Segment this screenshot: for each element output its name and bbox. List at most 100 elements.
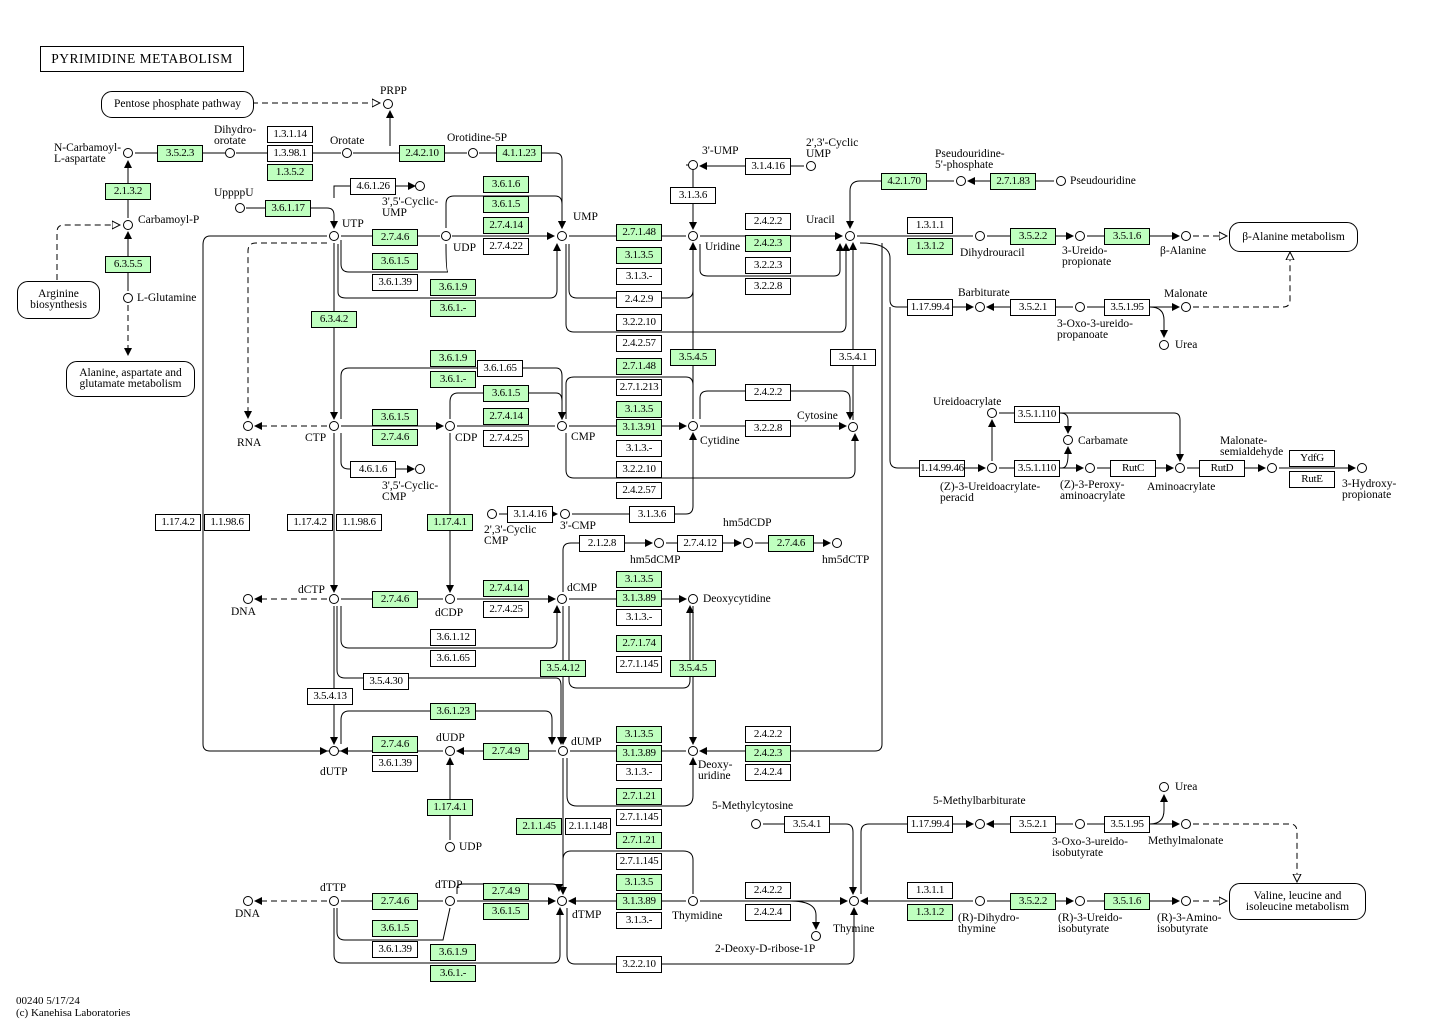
enzyme-rutc[interactable]: RutC (1110, 460, 1156, 477)
enzyme-3-6-1-6[interactable]: 3.6.1.6 (483, 176, 529, 193)
enzyme-1-14-99-46[interactable]: 1.14.99.46 (919, 460, 965, 477)
enzyme-2-1-2-8[interactable]: 2.1.2.8 (579, 535, 625, 552)
compound-dihydrouracil[interactable] (975, 231, 985, 241)
compound-3-hydroxy-propionate[interactable] (1357, 463, 1367, 473)
enzyme-3-6-1[interactable]: 3.6.1.- (430, 965, 476, 982)
compound-orotate[interactable] (342, 148, 352, 158)
compound-dump[interactable] (558, 746, 568, 756)
compound-r-3-ureido-isobutyrate[interactable] (1075, 896, 1085, 906)
compound-n-carbamoyl-l-aspartate[interactable] (123, 148, 133, 158)
enzyme-2-7-1-145[interactable]: 2.7.1.145 (616, 656, 662, 673)
compound-dttp[interactable] (329, 896, 339, 906)
enzyme-1-17-4-1[interactable]: 1.17.4.1 (427, 799, 473, 816)
enzyme-1-1-98-6[interactable]: 1.1.98.6 (204, 514, 250, 531)
enzyme-2-7-4-25[interactable]: 2.7.4.25 (483, 430, 529, 447)
enzyme-3-6-1-39[interactable]: 3.6.1.39 (372, 274, 418, 291)
compound-prpp[interactable] (383, 99, 393, 109)
compound-3-oxo-3-ureido-propanoate[interactable] (1075, 302, 1085, 312)
compound-uracil[interactable] (845, 231, 855, 241)
compound-dudp[interactable] (445, 746, 455, 756)
compound-ureidoacrylate[interactable] (987, 408, 997, 418)
enzyme-3-1-3-5[interactable]: 3.1.3.5 (616, 726, 662, 743)
enzyme-3-1-3[interactable]: 3.1.3.- (616, 912, 662, 929)
compound-hm5dctp[interactable] (832, 538, 842, 548)
enzyme-2-1-3-2[interactable]: 2.1.3.2 (105, 183, 151, 200)
enzyme-2-7-4-22[interactable]: 2.7.4.22 (483, 238, 529, 255)
enzyme-1-3-5-2[interactable]: 1.3.5.2 (267, 164, 313, 181)
enzyme-6-3-4-2[interactable]: 6.3.4.2 (311, 311, 357, 328)
enzyme-2-7-4-9[interactable]: 2.7.4.9 (483, 883, 529, 900)
enzyme-1-17-4-2[interactable]: 1.17.4.2 (155, 514, 201, 531)
enzyme-2-7-4-12[interactable]: 2.7.4.12 (677, 535, 723, 552)
compound-3-ump[interactable] (688, 160, 698, 170)
compound-dihydro-orotate[interactable] (225, 148, 235, 158)
enzyme-2-7-4-14[interactable]: 2.7.4.14 (483, 217, 529, 234)
enzyme-3-6-1[interactable]: 3.6.1.- (430, 300, 476, 317)
enzyme-2-7-1-48[interactable]: 2.7.1.48 (616, 224, 662, 241)
enzyme-2-7-1-145[interactable]: 2.7.1.145 (616, 853, 662, 870)
compound-3-5-cyclic-cmp[interactable] (415, 464, 425, 474)
enzyme-ydfg[interactable]: YdfG (1289, 450, 1335, 467)
compound-urea[interactable] (1159, 782, 1169, 792)
enzyme-2-4-2-2[interactable]: 2.4.2.2 (745, 213, 791, 230)
enzyme-6-3-5-5[interactable]: 6.3.5.5 (105, 256, 151, 273)
compound-ctp[interactable] (329, 421, 339, 431)
compound-dctp[interactable] (329, 594, 339, 604)
compound-r-3-amino-isobutyrate[interactable] (1181, 896, 1191, 906)
enzyme-3-1-3-89[interactable]: 3.1.3.89 (616, 745, 662, 762)
compound-dtmp[interactable] (557, 896, 567, 906)
enzyme-3-5-4-12[interactable]: 3.5.4.12 (540, 660, 586, 677)
enzyme-2-7-4-6[interactable]: 2.7.4.6 (372, 591, 418, 608)
compound-carbamoyl-p[interactable] (123, 220, 133, 230)
enzyme-3-1-3-89[interactable]: 3.1.3.89 (616, 893, 662, 910)
enzyme-2-7-4-25[interactable]: 2.7.4.25 (483, 601, 529, 618)
enzyme-1-3-98-1[interactable]: 1.3.98.1 (267, 145, 313, 162)
enzyme-1-3-1-1[interactable]: 1.3.1.1 (907, 217, 953, 234)
compound-malonate-semialdehyde[interactable] (1267, 463, 1277, 473)
enzyme-2-4-2-2[interactable]: 2.4.2.2 (745, 726, 791, 743)
enzyme-3-1-3-5[interactable]: 3.1.3.5 (616, 401, 662, 418)
enzyme-4-6-1-26[interactable]: 4.6.1.26 (350, 178, 396, 195)
enzyme-3-5-2-1[interactable]: 3.5.2.1 (1010, 299, 1056, 316)
enzyme-2-4-2-2[interactable]: 2.4.2.2 (745, 384, 791, 401)
enzyme-4-1-1-23[interactable]: 4.1.1.23 (496, 145, 542, 162)
enzyme-3-6-1-9[interactable]: 3.6.1.9 (430, 279, 476, 296)
compound-2-deoxy-d-ribose-1p[interactable] (811, 931, 821, 941)
enzyme-3-2-2-8[interactable]: 3.2.2.8 (745, 420, 791, 437)
enzyme-3-5-4-13[interactable]: 3.5.4.13 (307, 688, 353, 705)
compound-hm5dcdp[interactable] (743, 538, 753, 548)
enzyme-1-1-98-6[interactable]: 1.1.98.6 (336, 514, 382, 531)
compound-dcdp[interactable] (445, 594, 455, 604)
enzyme-3-6-1-39[interactable]: 3.6.1.39 (372, 941, 418, 958)
enzyme-3-6-1-9[interactable]: 3.6.1.9 (430, 944, 476, 961)
enzyme-3-5-4-1[interactable]: 3.5.4.1 (784, 816, 830, 833)
compound-malonate[interactable] (1181, 302, 1191, 312)
compound-dcmp[interactable] (557, 594, 567, 604)
enzyme-3-5-4-30[interactable]: 3.5.4.30 (363, 673, 409, 690)
map-link-valine-leucine-and-isoleucine-metabolism[interactable]: Valine, leucine and isoleucine metabolis… (1229, 883, 1366, 920)
compound-pseudouridine-5-phosphate[interactable] (956, 176, 966, 186)
enzyme-3-1-3[interactable]: 3.1.3.- (616, 609, 662, 626)
compound-z-3-peroxy-aminoacrylate[interactable] (1085, 463, 1095, 473)
compound-cdp[interactable] (445, 421, 455, 431)
compound-uppppu[interactable] (235, 203, 245, 213)
enzyme-3-2-2-10[interactable]: 3.2.2.10 (616, 956, 662, 973)
enzyme-2-7-1-83[interactable]: 2.7.1.83 (990, 173, 1036, 190)
enzyme-2-7-4-6[interactable]: 2.7.4.6 (372, 736, 418, 753)
enzyme-3-1-3[interactable]: 3.1.3.- (616, 764, 662, 781)
enzyme-3-6-1-12[interactable]: 3.6.1.12 (430, 629, 476, 646)
compound-urea[interactable] (1159, 340, 1169, 350)
enzyme-1-3-1-14[interactable]: 1.3.1.14 (267, 126, 313, 143)
enzyme-2-7-1-145[interactable]: 2.7.1.145 (616, 809, 662, 826)
enzyme-3-1-3-5[interactable]: 3.1.3.5 (616, 247, 662, 264)
compound-2-3-cyclic-cmp[interactable] (487, 509, 497, 519)
enzyme-2-7-1-48[interactable]: 2.7.1.48 (616, 358, 662, 375)
enzyme-1-17-99-4[interactable]: 1.17.99.4 (907, 816, 953, 833)
enzyme-3-1-3[interactable]: 3.1.3.- (616, 268, 662, 285)
compound-aminoacrylate[interactable] (1175, 463, 1185, 473)
enzyme-2-4-2-10[interactable]: 2.4.2.10 (399, 145, 445, 162)
enzyme-3-5-2-2[interactable]: 3.5.2.2 (1010, 228, 1056, 245)
enzyme-3-5-4-5[interactable]: 3.5.4.5 (670, 349, 716, 366)
enzyme-3-1-3-5[interactable]: 3.1.3.5 (616, 571, 662, 588)
enzyme-3-5-1-110[interactable]: 3.5.1.110 (1014, 406, 1060, 423)
